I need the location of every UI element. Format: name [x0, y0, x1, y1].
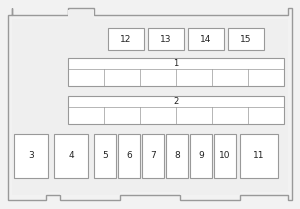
Text: 15: 15 — [240, 34, 252, 43]
Polygon shape — [8, 8, 292, 200]
Text: 2: 2 — [173, 97, 178, 106]
Bar — [142, 134, 164, 178]
Bar — [94, 134, 116, 178]
Bar — [240, 134, 278, 178]
Bar — [214, 134, 236, 178]
Text: 13: 13 — [160, 34, 172, 43]
Bar — [54, 134, 88, 178]
Bar — [148, 28, 184, 50]
Bar — [228, 28, 264, 50]
Bar — [68, 58, 284, 86]
Text: 14: 14 — [200, 34, 212, 43]
Bar — [68, 96, 284, 124]
Text: 11: 11 — [253, 152, 265, 161]
Bar — [118, 134, 140, 178]
Text: 6: 6 — [126, 152, 132, 161]
Text: 9: 9 — [198, 152, 204, 161]
Bar — [190, 134, 212, 178]
Text: 1: 1 — [173, 59, 178, 68]
Bar — [108, 28, 144, 50]
Text: 7: 7 — [150, 152, 156, 161]
Bar — [188, 28, 224, 50]
Text: 5: 5 — [102, 152, 108, 161]
Bar — [14, 134, 48, 178]
Text: 3: 3 — [28, 152, 34, 161]
Polygon shape — [12, 10, 288, 195]
Text: 12: 12 — [120, 34, 132, 43]
Text: 4: 4 — [68, 152, 74, 161]
Bar — [166, 134, 188, 178]
Text: 8: 8 — [174, 152, 180, 161]
Text: 10: 10 — [219, 152, 231, 161]
